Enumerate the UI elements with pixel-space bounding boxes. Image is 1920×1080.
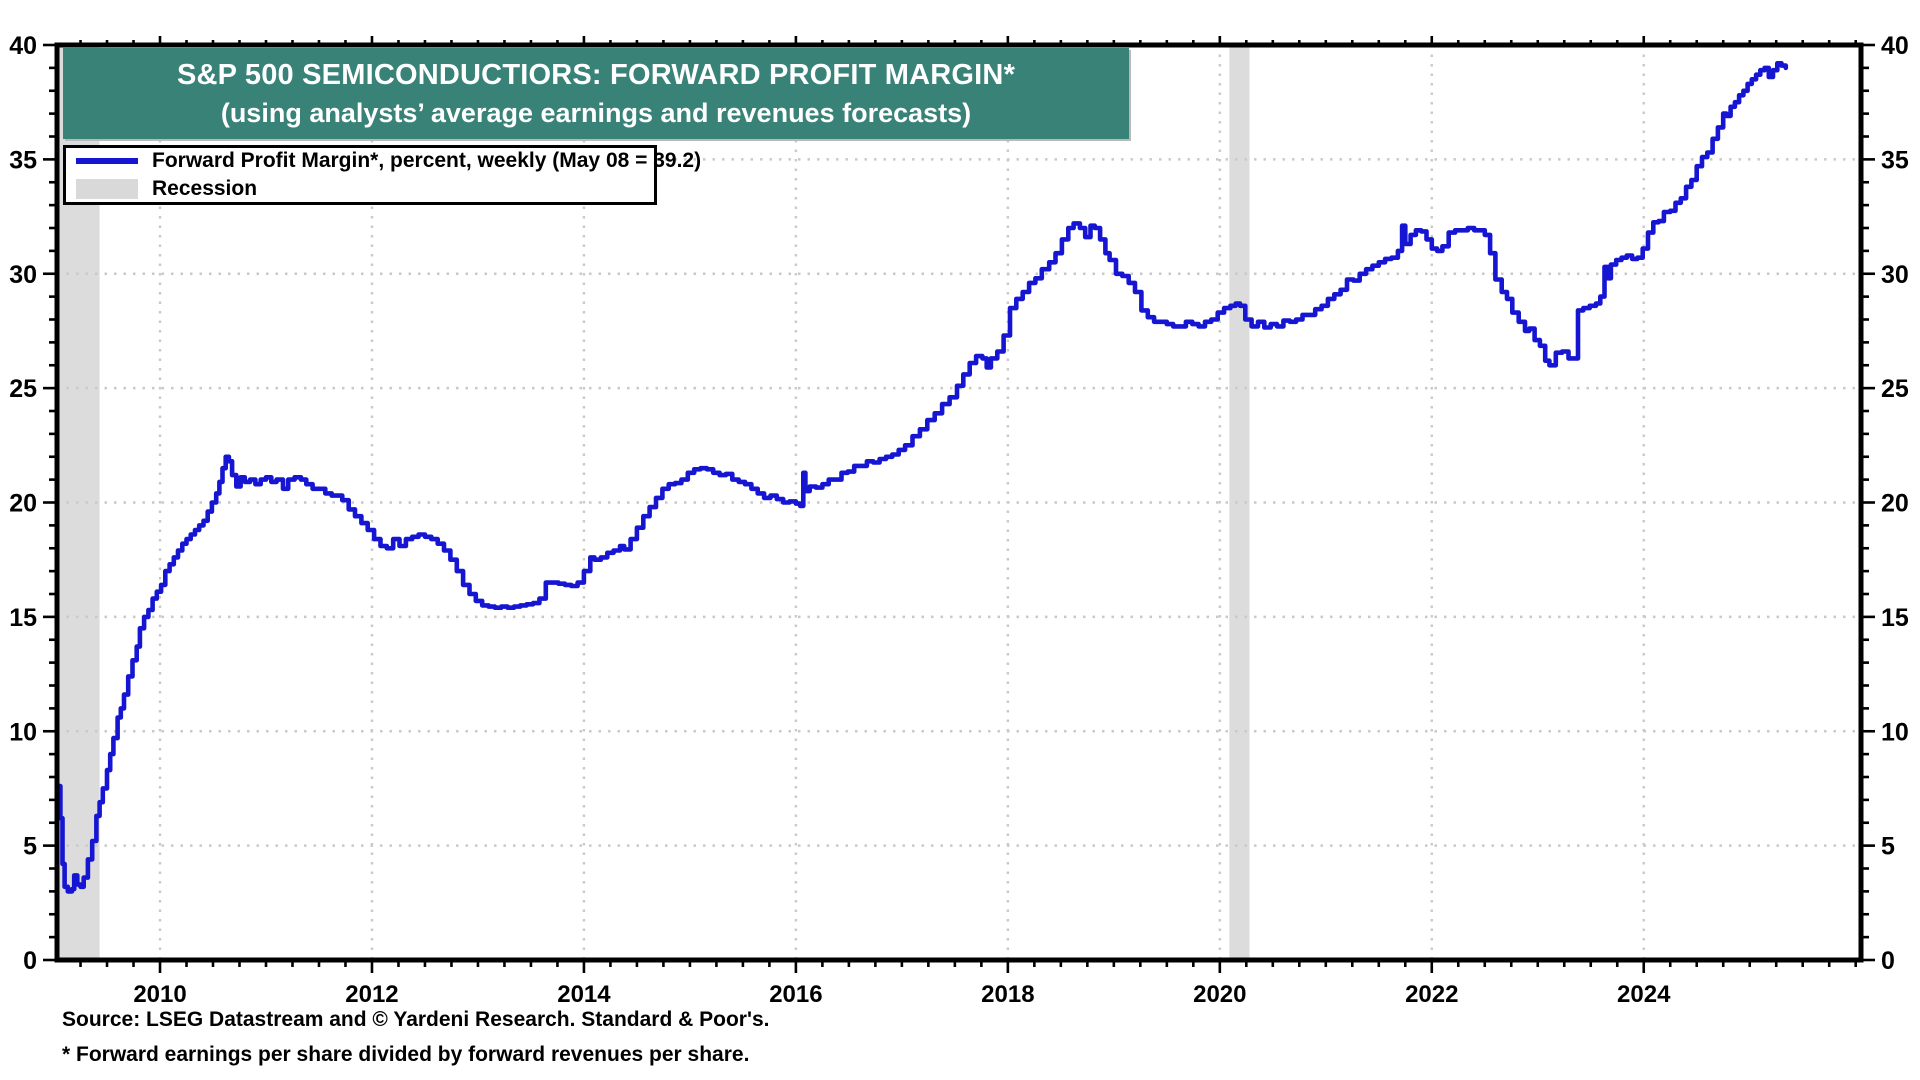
x-axis-label: 2010 [133, 981, 186, 1008]
chart-title: S&P 500 SEMICONDUCTIORS: FORWARD PROFIT … [176, 58, 1016, 91]
footer: Source: LSEG Datastream and © Yardeni Re… [62, 1008, 769, 1078]
x-axis-label: 2012 [345, 981, 398, 1008]
y-axis-label-right: 35 [1881, 146, 1909, 174]
y-axis-label-right: 0 [1881, 947, 1895, 975]
y-axis-label-left: 20 [9, 490, 37, 518]
recession-band [1229, 45, 1250, 960]
y-axis-label-left: 25 [9, 375, 37, 403]
profit-margin-line [54, 61, 1789, 894]
x-axis-label: 2016 [769, 981, 822, 1008]
y-axis-label-right: 10 [1881, 718, 1909, 746]
y-axis-label-right: 20 [1881, 490, 1909, 518]
chart-subtitle: (using analysts’ average earnings and re… [220, 97, 972, 128]
y-axis-label-left: 35 [9, 146, 37, 174]
y-axis-label-left: 15 [9, 604, 37, 632]
chart-title-banner: S&P 500 SEMICONDUCTIORS: FORWARD PROFIT … [63, 48, 1129, 139]
x-axis-label: 2022 [1405, 981, 1458, 1008]
recession-swatch [76, 179, 138, 199]
x-axis-label: 2024 [1617, 981, 1671, 1008]
y-axis-label-right: 25 [1881, 375, 1909, 403]
y-axis-label-left: 10 [9, 718, 37, 746]
y-axis-label-left: 5 [23, 833, 37, 861]
recession-legend-label: Recession [152, 177, 258, 200]
y-axis-label-right: 15 [1881, 604, 1909, 632]
series-line-swatch [76, 158, 138, 164]
y-axis-label-left: 0 [23, 947, 37, 975]
series-legend-label: Forward Profit Margin*, percent, weekly … [152, 149, 702, 172]
x-axis-label: 2018 [981, 981, 1034, 1008]
source-note: Source: LSEG Datastream and © Yardeni Re… [62, 1008, 770, 1031]
y-axis-label-right: 5 [1881, 833, 1895, 861]
x-axis-label: 2014 [557, 981, 611, 1008]
legend: Forward Profit Margin*, percent, weekly … [63, 145, 701, 205]
legend-row-recession: Recession [76, 176, 654, 202]
y-axis-label-right: 30 [1881, 261, 1909, 289]
legend-row-series: Forward Profit Margin*, percent, weekly … [76, 148, 701, 174]
plot-border [54, 42, 1864, 963]
x-axis-label: 2020 [1193, 981, 1246, 1008]
y-axis-label-left: 40 [9, 32, 37, 60]
y-axis-label-left: 30 [9, 261, 37, 289]
footnote: * Forward earnings per share divided by … [62, 1043, 750, 1066]
y-axis-label-right: 40 [1881, 32, 1909, 60]
